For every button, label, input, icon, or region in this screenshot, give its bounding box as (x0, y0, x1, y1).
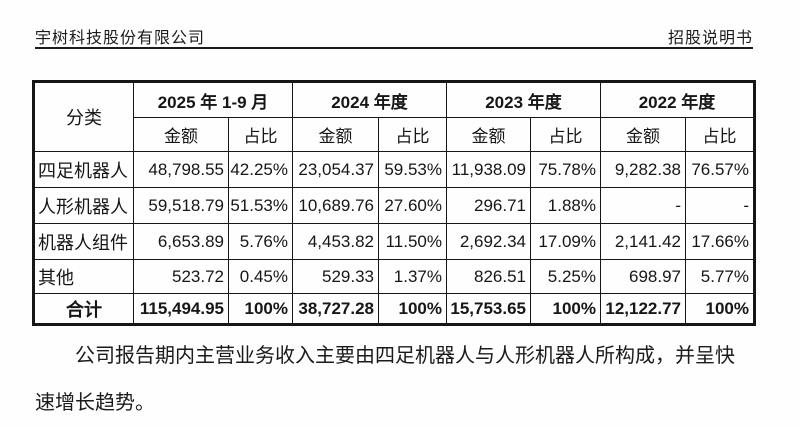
value-cell: 1.88% (530, 187, 601, 224)
value-cell: 11.50% (378, 223, 447, 260)
category-cell: 机器人组件 (33, 223, 134, 260)
share-header: 占比 (530, 117, 601, 152)
company-name: 宇树科技股份有限公司 (35, 30, 206, 47)
amount-header: 金额 (446, 117, 531, 152)
amount-header: 金额 (292, 117, 379, 152)
value-cell: 23,054.37 (292, 151, 379, 188)
amount-header: 金额 (133, 117, 229, 152)
table-row-humanoid: 人形机器人 59,518.79 51.53% 10,689.76 27.60% … (33, 187, 755, 224)
period-header-2023: 2023 年度 (446, 81, 601, 118)
value-cell: 42.25% (228, 151, 293, 188)
value-cell: 9,282.38 (600, 151, 686, 188)
value-cell: 6,653.89 (133, 223, 229, 260)
value-cell: 523.72 (133, 259, 229, 294)
category-cell: 四足机器人 (33, 151, 134, 188)
period-header-2022: 2022 年度 (600, 81, 755, 118)
category-cell: 其他 (33, 259, 134, 294)
total-value-cell: 15,753.65 (446, 293, 531, 325)
running-header: 宇树科技股份有限公司 招股说明书 (35, 24, 753, 48)
total-value-cell: 12,122.77 (600, 293, 686, 325)
value-cell: 17.66% (685, 223, 755, 260)
share-header: 占比 (228, 117, 293, 152)
value-cell: 59,518.79 (133, 187, 229, 224)
period-header-row: 分类 2025 年 1-9 月 2024 年度 2023 年度 2022 年度 (33, 81, 755, 152)
table-row-quadruped: 四足机器人 48,798.55 42.25% 23,054.37 59.53% … (33, 151, 755, 188)
value-cell: 48,798.55 (133, 151, 229, 188)
table-row-total: 合计 115,494.95 100% 38,727.28 100% 15,753… (33, 293, 755, 325)
value-cell: 5.25% (530, 259, 601, 294)
value-cell: 826.51 (446, 259, 531, 294)
value-cell: 296.71 (446, 187, 531, 224)
value-cell: 2,692.34 (446, 223, 531, 260)
value-cell: 5.77% (685, 259, 755, 294)
period-header-2024: 2024 年度 (292, 81, 447, 118)
total-value-cell: 100% (228, 293, 293, 325)
total-value-cell: 38,727.28 (292, 293, 379, 325)
share-header: 占比 (685, 117, 755, 152)
sub-header-row: 金额 占比 金额 占比 金额 占比 金额 占比 (34, 117, 755, 152)
value-cell: 529.33 (292, 259, 379, 294)
total-value-cell: 115,494.95 (133, 293, 229, 325)
table-row-components: 机器人组件 6,653.89 5.76% 4,453.82 11.50% 2,6… (33, 223, 755, 260)
value-cell: 76.57% (685, 151, 755, 188)
revenue-table: 分类 2025 年 1-9 月 2024 年度 2023 年度 2022 年度 … (32, 80, 756, 326)
value-cell: - (600, 187, 686, 224)
col-header-category: 分类 (33, 81, 134, 152)
value-cell: 4,453.82 (292, 223, 379, 260)
value-cell: 75.78% (530, 151, 601, 188)
value-cell: 1.37% (378, 259, 447, 294)
value-cell: 59.53% (378, 151, 447, 188)
total-value-cell: 100% (530, 293, 601, 325)
value-cell: 10,689.76 (292, 187, 379, 224)
value-cell: 2,141.42 (600, 223, 686, 260)
value-cell: 51.53% (228, 187, 293, 224)
value-cell: 11,938.09 (446, 151, 531, 188)
value-cell: 698.97 (600, 259, 686, 294)
total-value-cell: 100% (685, 293, 755, 325)
total-value-cell: 100% (378, 293, 447, 325)
category-cell: 人形机器人 (33, 187, 134, 224)
value-cell: 17.09% (530, 223, 601, 260)
table-row-other: 其他 523.72 0.45% 529.33 1.37% 826.51 5.25… (33, 259, 755, 294)
document-type-label: 招股说明书 (667, 30, 753, 47)
value-cell: 27.60% (378, 187, 447, 224)
period-header-2025: 2025 年 1-9 月 (133, 81, 293, 118)
value-cell: 0.45% (228, 259, 293, 294)
value-cell: - (685, 187, 755, 224)
header-divider (35, 47, 753, 49)
share-header: 占比 (378, 117, 447, 152)
total-label-cell: 合计 (33, 293, 134, 325)
body-paragraph: 公司报告期内主营业务收入主要由四足机器人与人形机器人所构成，并呈快速增长趋势。 (35, 345, 735, 414)
amount-header: 金额 (600, 117, 686, 152)
value-cell: 5.76% (228, 223, 293, 260)
